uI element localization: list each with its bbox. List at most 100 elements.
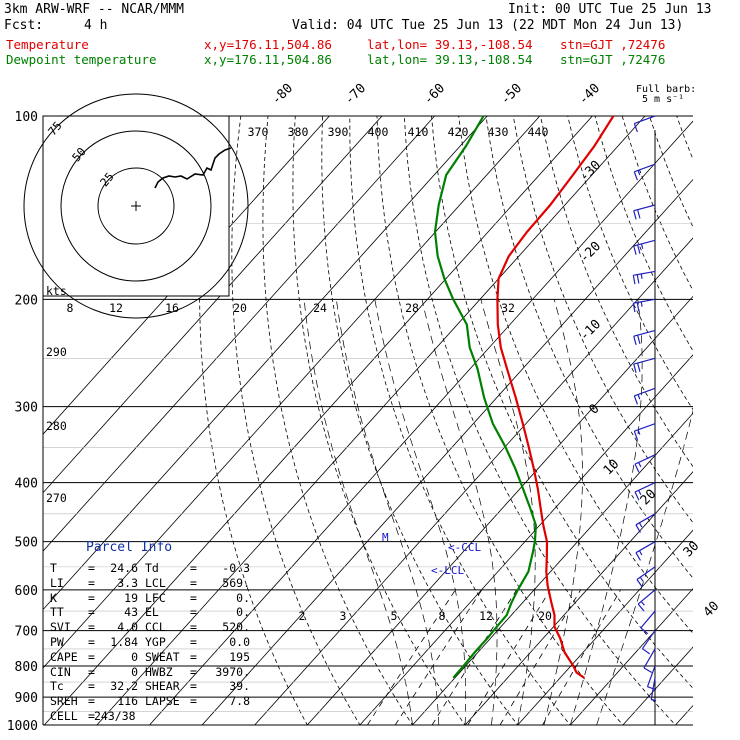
barb-feather <box>637 362 641 372</box>
parcel-equals: = <box>88 575 95 590</box>
wind-barb <box>640 610 656 635</box>
parcel-equals: = <box>88 590 95 605</box>
wind-barb <box>646 665 657 691</box>
parcel-value: 195 <box>229 649 250 664</box>
parcel-equals: = <box>88 649 95 664</box>
moist-adiabat <box>303 299 413 725</box>
speed-tick-label: 20 <box>233 301 247 315</box>
speed-tick-label: 24 <box>313 301 327 315</box>
parcel-value: 43 <box>124 605 138 620</box>
barb-feather <box>642 648 651 655</box>
theta-top-label: 440 <box>528 125 549 139</box>
parcel-value: 24.6 <box>110 561 138 575</box>
isotherm-label: 10 <box>601 457 623 479</box>
hodograph-speed-label: kts <box>46 284 67 298</box>
parcel-value: 0. <box>236 590 250 605</box>
speed-tick-label: 16 <box>165 301 179 315</box>
parcel-label: YGP <box>145 635 166 649</box>
barb-feather <box>637 334 641 344</box>
wind-barb <box>643 648 656 673</box>
speed-tick-label: 32 <box>501 301 515 315</box>
wind-barb <box>634 482 656 501</box>
parcel-label: LAPSE <box>145 694 180 709</box>
marker-ccl: <-CCL <box>448 541 482 554</box>
barb-feather <box>640 627 649 635</box>
barb-shaft <box>633 329 656 337</box>
isotherm-label: -40 <box>576 81 603 108</box>
barb-feather <box>636 302 640 312</box>
parcel-equals: = <box>88 709 95 723</box>
parcel-equals: = <box>190 575 197 590</box>
barb-feather <box>636 579 643 588</box>
parcel-equals: = <box>190 605 197 620</box>
barb-feather <box>637 244 641 254</box>
parcel-value: 1.84 <box>110 635 138 649</box>
parcel-equals: = <box>88 694 95 709</box>
barb-feather <box>633 336 637 346</box>
wind-barb <box>633 423 656 440</box>
barb-feather <box>640 273 643 279</box>
barb-feather <box>633 430 638 440</box>
dry-adiabat <box>731 116 740 738</box>
pressure-label: 200 <box>15 293 38 308</box>
moist-adiabat <box>480 299 536 725</box>
parcel-equals: = <box>190 620 197 635</box>
wind-barb <box>633 163 656 181</box>
parcel-value: 19 <box>124 590 138 605</box>
mixing-ratio-label: 12 <box>479 609 493 623</box>
dry-adiabat <box>594 116 693 352</box>
parcel-value: 7.8 <box>229 694 250 709</box>
pressure-label: 100 <box>15 110 38 125</box>
parcel-label: Tc <box>50 679 64 694</box>
theta-label: 290 <box>46 345 67 359</box>
parcel-value: 4.0 <box>117 620 138 635</box>
barb-note-units: 5 m s⁻¹ <box>642 94 685 105</box>
barb-shaft <box>633 357 656 365</box>
hodograph-ring <box>97 167 175 245</box>
hodograph-ring <box>23 93 249 319</box>
wind-barb <box>635 513 656 533</box>
parcel-equals: = <box>88 561 95 575</box>
isotherm <box>411 412 693 725</box>
barb-feather <box>634 463 640 473</box>
barb-shaft <box>635 541 656 554</box>
barb-feather <box>651 699 657 702</box>
parcel-label: SWEAT <box>145 649 180 664</box>
isotherm-label: 0 <box>586 401 602 417</box>
temperature-xy: x,y=176.11,504.86 <box>204 37 332 52</box>
dewpoint-latlon: lat,lon= 39.13,-108.54 <box>367 52 533 67</box>
parcel-equals: = <box>88 664 95 679</box>
parcel-label: CELL <box>50 709 78 723</box>
parcel-label: LFC <box>145 590 166 605</box>
isotherm <box>622 646 693 725</box>
wind-barb <box>635 541 656 561</box>
parcel-value: 0 <box>131 664 138 679</box>
isotherm <box>148 120 693 725</box>
parcel-value: 0. <box>236 605 250 620</box>
barb-shaft <box>646 665 656 687</box>
pressure-label: 600 <box>15 584 38 599</box>
parcel-label: LI <box>50 575 64 590</box>
wind-barb <box>633 329 656 346</box>
isotherm <box>359 354 693 725</box>
parcel-value: 3.3 <box>117 575 138 590</box>
barb-shaft <box>634 163 656 173</box>
barb-feather <box>636 274 640 284</box>
isotherm <box>306 295 693 725</box>
parcel-info-title: Parcel Info <box>86 540 173 555</box>
hodograph-ring-label: 75 <box>45 119 65 139</box>
temperature-station: stn=GJT ,72476 <box>560 37 666 52</box>
hodograph-ring-label: 25 <box>97 170 117 190</box>
pressure-label: 1000 <box>7 719 38 734</box>
temperature-line <box>496 115 615 679</box>
barb-shaft <box>634 387 656 397</box>
parcel-label: SVI <box>50 620 71 635</box>
theta-top-label: 420 <box>448 125 469 139</box>
dry-adiabat <box>262 116 413 725</box>
isotherm <box>43 116 435 552</box>
theta-label: 270 <box>46 491 67 505</box>
model-title: 3km ARW-WRF -- NCAR/MMM <box>4 2 185 17</box>
dry-adiabat <box>431 116 693 689</box>
isotherm-label: -60 <box>421 81 448 108</box>
